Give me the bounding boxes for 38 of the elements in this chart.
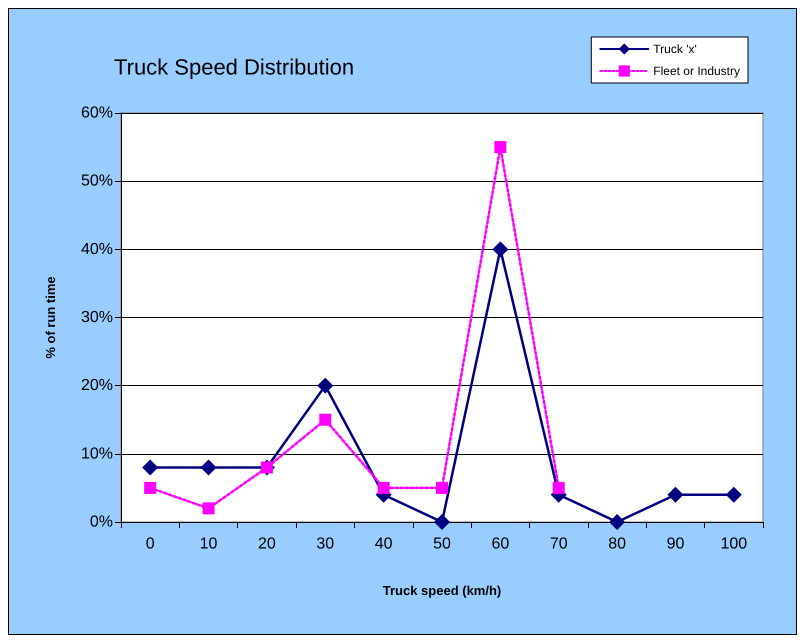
point [436,482,448,494]
point [494,141,506,154]
point [317,378,334,394]
y-tick-label: 60% [80,104,113,122]
x-tick-label: 10 [200,536,218,552]
point [202,502,215,514]
point [378,482,390,494]
y-tick-label: 50% [80,172,113,190]
x-tick-label: 50 [433,536,451,552]
point [609,514,626,530]
y-axis-title: % of run time [43,276,58,359]
point [726,486,742,503]
x-tick-label: 70 [550,536,568,552]
legend-label: Fleet or Industry [653,64,740,78]
point [667,486,684,503]
x-tick-label: 40 [374,536,393,552]
point [319,414,332,426]
x-axis-title: Truck speed (km/h) [382,583,502,598]
chart-title: Truck Speed Distribution [114,54,354,80]
y-tick-label: 10% [80,445,113,462]
y-tick-label: 20% [80,377,113,394]
x-tick-label: 80 [608,536,626,552]
point [144,482,156,494]
point [492,241,508,258]
x-tick-label: 100 [720,536,748,552]
point [200,459,217,476]
legend-label: Truck 'x' [653,42,697,56]
point [434,514,450,530]
x-tick-label: 20 [258,536,276,552]
x-tick-label: 30 [316,536,334,552]
y-tick-label: 0% [90,514,113,530]
y-tick-label: 40% [80,240,113,258]
point [552,482,565,494]
y-tick-label: 30% [80,309,113,326]
x-tick-label: 90 [666,536,684,552]
x-tick-label: 0 [146,536,155,552]
point [142,459,158,476]
x-tick-label: 60 [491,536,510,552]
